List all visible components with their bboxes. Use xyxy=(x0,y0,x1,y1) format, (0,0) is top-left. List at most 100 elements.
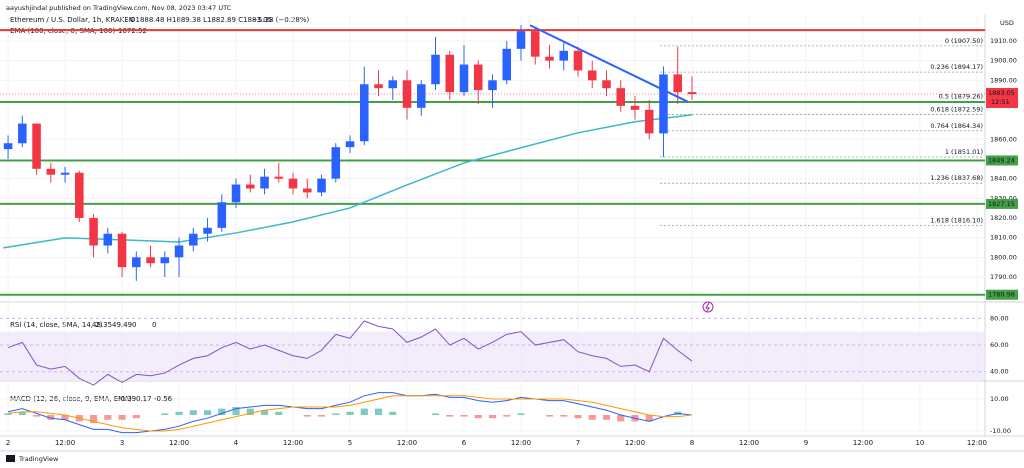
candle-body xyxy=(117,233,127,268)
rsi-legend: RSI (14, close, SMA, 14, 2) xyxy=(10,321,103,329)
x-tick-label: 5 xyxy=(348,439,352,447)
candle-body xyxy=(260,176,269,189)
candle-body xyxy=(388,80,398,89)
macd-histogram-bar xyxy=(89,415,98,423)
macd-histogram-bar xyxy=(560,415,568,417)
y-tick-label: 1820.00 xyxy=(990,214,1017,222)
y-tick-label: 1910.00 xyxy=(990,37,1017,45)
macd-histogram-bar xyxy=(503,415,511,417)
candle-body xyxy=(659,74,668,134)
fib-label: 0 (1907.50) xyxy=(945,37,983,45)
macd-histogram-bar xyxy=(218,408,226,415)
candle-body xyxy=(103,233,113,246)
candle-body xyxy=(32,123,41,169)
macd-histogram-bar xyxy=(360,408,368,415)
candle-body xyxy=(189,233,198,246)
candle-body xyxy=(488,80,497,91)
level-label-box xyxy=(986,289,1018,300)
macd-histogram-bar xyxy=(189,410,197,415)
macd-histogram-bar xyxy=(446,415,454,417)
candle-body xyxy=(18,123,27,144)
fib-label: 0.5 (1879.26) xyxy=(939,92,983,100)
candle-body xyxy=(416,84,426,108)
macd-histogram-bar xyxy=(332,413,340,415)
y-tick-label: 1840.00 xyxy=(990,175,1017,183)
candle-body xyxy=(545,56,554,61)
macd-histogram-bar xyxy=(374,408,383,415)
macd-histogram-bar xyxy=(617,415,625,422)
x-tick-label: 12:00 xyxy=(283,439,303,447)
macd-histogram-bar xyxy=(588,415,596,420)
rsi-legend-value: 0 xyxy=(152,321,156,329)
rsi-legend-value: 0 xyxy=(132,321,136,329)
y-tick-label: 1900.00 xyxy=(990,57,1017,65)
x-tick-label: 12:00 xyxy=(55,439,75,447)
rsi-band xyxy=(0,331,985,380)
candle-body xyxy=(46,168,56,175)
macd-histogram-bar xyxy=(602,415,611,420)
fib-label: 1.618 (1816.10) xyxy=(930,217,983,225)
macd-tick-label: -10.00 xyxy=(990,427,1011,435)
tradingview-logo xyxy=(6,455,15,462)
macd-histogram-bar xyxy=(232,407,240,415)
candle-body xyxy=(246,184,255,189)
fib-label: 1.236 (1837.68) xyxy=(930,174,983,182)
candle-body xyxy=(687,92,697,95)
last-price-label: 1883.05 xyxy=(988,89,1015,97)
macd-histogram-bar xyxy=(303,415,311,417)
macd-tick-label: 10.00 xyxy=(990,395,1009,403)
macd-histogram-bar xyxy=(346,411,354,415)
macd-histogram-bar xyxy=(389,411,397,415)
fib-label: 0.764 (1864.34) xyxy=(930,122,983,130)
last-price-time: 12:51 xyxy=(991,98,1010,106)
macd-histogram-bar xyxy=(161,413,169,415)
rsi-legend-value: 48.35 xyxy=(92,321,112,329)
macd-histogram-bar xyxy=(33,415,41,417)
candle-body xyxy=(331,147,341,179)
rsi-tick-label: 60.00 xyxy=(990,341,1009,349)
change-legend: −5.38 (−0.28%) xyxy=(252,16,310,24)
candle-body xyxy=(459,64,469,93)
candle-body xyxy=(431,54,440,85)
macd-histogram-bar xyxy=(275,411,283,415)
y-tick-label: 1890.00 xyxy=(990,76,1017,84)
candle-body xyxy=(502,48,512,81)
x-tick-label: 12:00 xyxy=(169,439,189,447)
x-tick-label: 12:00 xyxy=(511,439,531,447)
currency: USD xyxy=(1000,19,1014,27)
candle-body xyxy=(445,54,455,93)
level-label: 1780.98 xyxy=(988,291,1015,299)
x-tick-label: 9 xyxy=(804,439,808,447)
macd-line xyxy=(7,392,693,434)
macd-legend-value: -0.56 xyxy=(154,395,173,403)
y-tick-label: 1810.00 xyxy=(990,234,1017,242)
x-tick-label: 12:00 xyxy=(397,439,417,447)
fib-label: 1 (1851.01) xyxy=(945,148,983,156)
candle-body xyxy=(587,70,597,81)
macd-histogram-bar xyxy=(203,410,212,415)
rsi-tick-label: 80.00 xyxy=(990,314,1009,322)
macd-histogram-bar xyxy=(104,415,112,420)
rsi-legend-value: 49.49 xyxy=(112,321,132,329)
x-tick-label: 3 xyxy=(120,439,124,447)
x-tick-label: 2 xyxy=(6,439,10,447)
candle-body xyxy=(203,227,212,234)
level-label-box xyxy=(986,198,1018,209)
candle-body xyxy=(559,50,569,61)
candle-body xyxy=(174,245,184,258)
level-label-box xyxy=(986,155,1018,166)
y-tick-label: 1800.00 xyxy=(990,253,1017,261)
macd-histogram-bar xyxy=(460,415,468,417)
macd-histogram-bar xyxy=(61,415,69,420)
candle-body xyxy=(303,188,312,193)
candle-body xyxy=(573,50,583,71)
candle-body xyxy=(516,31,526,49)
macd-histogram-bar xyxy=(118,415,126,420)
macd-histogram-bar xyxy=(488,415,497,419)
candle-body xyxy=(644,109,654,134)
candle-body xyxy=(602,80,611,89)
macd-histogram-bar xyxy=(132,415,140,419)
x-tick-label: 12:00 xyxy=(625,439,645,447)
ohlc-legend: O1888.48 H1889.38 L1882.89 C1883.05 xyxy=(130,16,272,24)
